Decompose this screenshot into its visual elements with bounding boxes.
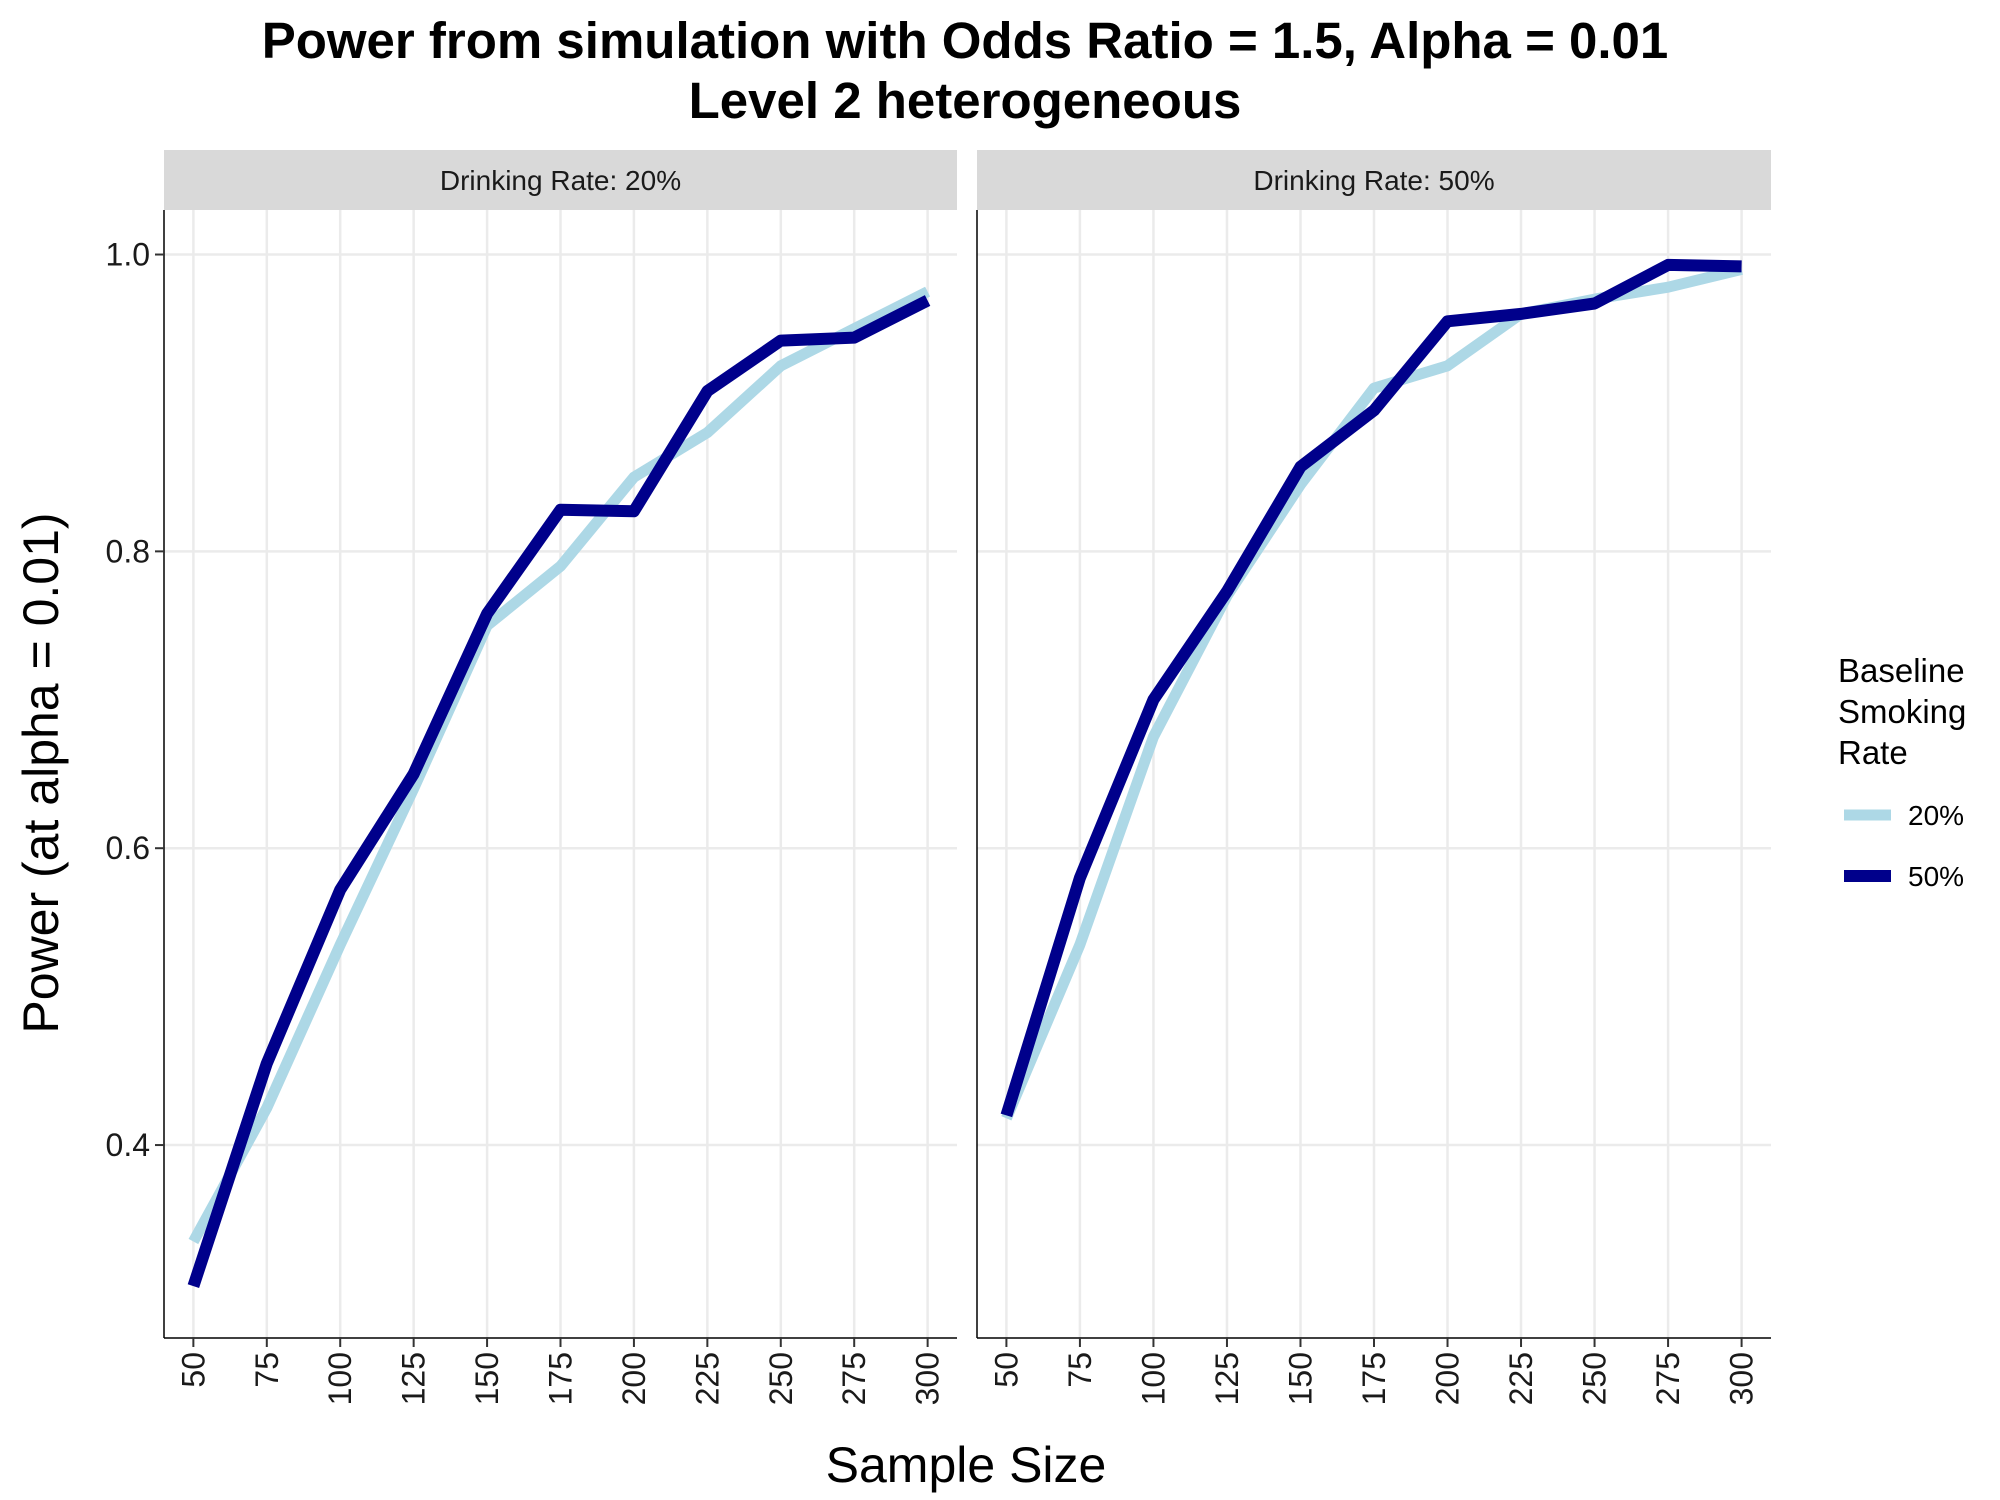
- x-tick-label: 50: [175, 1352, 211, 1388]
- legend-label: 20%: [1908, 800, 1964, 831]
- series-line-50pct: [187, 295, 931, 1288]
- series-line-20pct: [188, 286, 931, 1245]
- x-tick-label: 75: [249, 1352, 285, 1388]
- x-tick-label: 300: [910, 1352, 946, 1405]
- x-tick-label: 250: [1577, 1352, 1613, 1405]
- x-tick-label: 175: [1356, 1352, 1392, 1405]
- x-tick-label: 75: [1062, 1352, 1098, 1388]
- x-tick-label: 125: [1209, 1352, 1245, 1405]
- x-tick-label: 150: [1282, 1352, 1318, 1405]
- x-tick-label: 100: [1135, 1352, 1171, 1405]
- x-tick-label: 225: [689, 1352, 725, 1405]
- y-tick-label: 0.8: [106, 533, 150, 569]
- chart-subtitle: Level 2 heterogeneous: [689, 72, 1242, 129]
- legend-title-line: Rate: [1838, 734, 1908, 771]
- x-tick-label: 250: [763, 1352, 799, 1405]
- facet-strip: [164, 150, 957, 210]
- legend-title-line: Baseline: [1838, 652, 1965, 689]
- x-tick-label: 175: [543, 1352, 579, 1405]
- legend-label: 50%: [1908, 861, 1964, 892]
- facet-panels: Drinking Rate: 20% 50 75 100 125 150 175 200 225…: [106, 150, 1771, 1405]
- x-tick-label: 50: [988, 1352, 1024, 1388]
- y-axis-title: Power (at alpha = 0.01): [13, 512, 69, 1033]
- x-tick-label: 200: [616, 1352, 652, 1405]
- series-line-50pct: [1000, 258, 1742, 1118]
- y-tick-label: 1.0: [106, 237, 150, 273]
- y-tick-label: 0.6: [106, 830, 150, 866]
- x-tick-label: 125: [396, 1352, 432, 1405]
- x-tick-label: 300: [1724, 1352, 1760, 1405]
- facet-panel: Drinking Rate: 20% 50 75 100 125 150 175 200 225…: [106, 150, 957, 1405]
- chart-title: Power from simulation with Odds Ratio = …: [262, 12, 1669, 69]
- legend-title-line: Smoking: [1838, 693, 1966, 730]
- facet-strip: [977, 150, 1771, 210]
- x-tick-label: 275: [836, 1352, 872, 1405]
- x-axis-title: Sample Size: [826, 1437, 1107, 1493]
- x-tick-label: 225: [1503, 1352, 1539, 1405]
- x-tick-label: 150: [469, 1352, 505, 1405]
- y-tick-label: 0.4: [106, 1127, 150, 1163]
- facet-strip-label: Drinking Rate: 20%: [440, 165, 681, 196]
- facet-panel: Drinking Rate: 50% 50 75 100 125 150 175 200 225…: [976, 150, 1771, 1405]
- x-tick-label: 275: [1650, 1352, 1686, 1405]
- x-tick-label: 200: [1430, 1352, 1466, 1405]
- facet-strip-label: Drinking Rate: 50%: [1253, 165, 1494, 196]
- x-tick-label: 100: [322, 1352, 358, 1405]
